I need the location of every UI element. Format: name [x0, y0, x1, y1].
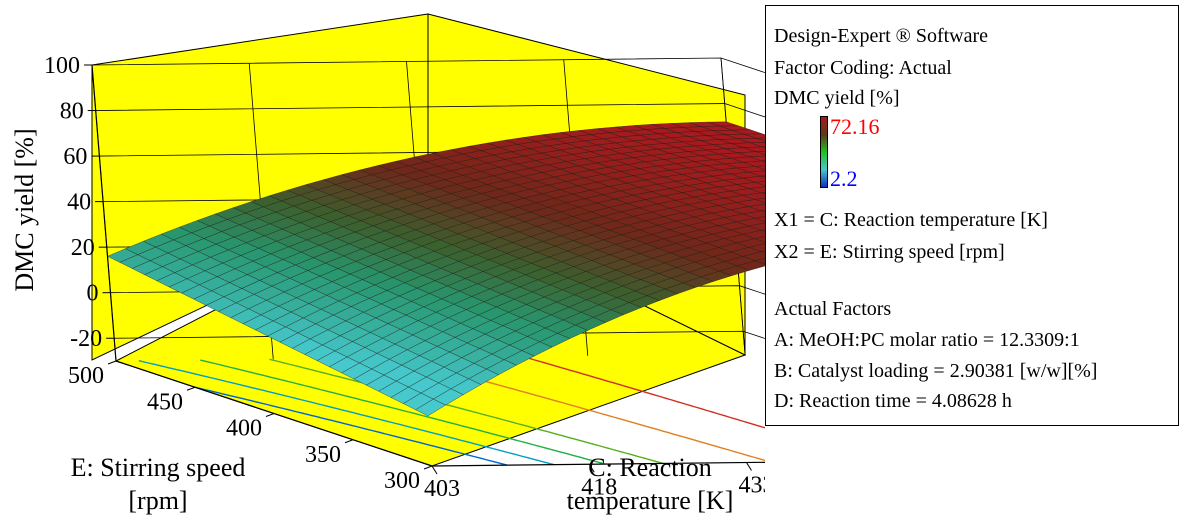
x-tick-mark — [588, 463, 595, 473]
floor-contour-line — [200, 359, 606, 465]
legend-software: Design-Expert ® Software — [774, 25, 989, 47]
x-tick-label: 418 — [581, 474, 617, 500]
z-tick-label: 20 — [71, 235, 95, 261]
y-tick-label: 350 — [305, 442, 341, 468]
y-axis-label-line1: E: Stirring speed — [71, 453, 246, 482]
z-axis-label: DMC yield [%] — [10, 128, 39, 291]
y-tick-mark — [186, 386, 196, 391]
legend-low-value: 2.2 — [830, 166, 858, 191]
z-tick-label: 80 — [60, 99, 84, 125]
floor-contour-line — [138, 360, 555, 466]
x-tick-mark — [746, 462, 752, 471]
legend-high-value: 72.16 — [830, 114, 880, 139]
y-tick-mark — [265, 413, 275, 417]
floor-contour-line — [194, 386, 508, 466]
z-tick-label: 60 — [63, 144, 87, 170]
z-axis-ticks: 100 80 60 40 20 0 -20 — [44, 53, 115, 352]
z-tick-label: 0 — [86, 281, 98, 307]
x-tick-label: 403 — [424, 476, 460, 502]
y-tick-mark — [423, 465, 433, 470]
floor-contour-line — [269, 358, 664, 465]
legend-factor-a: A: MeOH:PC molar ratio = 12.3309:1 — [774, 329, 1080, 351]
x-axis-label-line2: temperature [K] — [567, 486, 734, 515]
legend-factor-d: D: Reaction time = 4.08628 h — [774, 390, 1012, 412]
legend-coding: Factor Coding: Actual — [774, 57, 952, 79]
z-tick-label: 100 — [44, 53, 80, 79]
legend-x2: X2 = E: Stirring speed [rpm] — [774, 241, 1005, 263]
surface-cell — [415, 398, 446, 417]
legend-panel: Design-Expert ® Software Factor Coding: … — [765, 5, 1179, 426]
y-tick-label: 450 — [147, 389, 183, 415]
z-tick-label: 40 — [67, 190, 91, 216]
y-tick-label: 300 — [384, 468, 420, 494]
legend-response: DMC yield [%] — [774, 87, 900, 109]
y-axis-ticks: 300 350 400 450 500 — [68, 360, 433, 494]
y-tick-mark — [344, 439, 354, 444]
z-axis-line — [91, 64, 117, 362]
y-tick-mark — [107, 360, 117, 365]
y-tick-label: 500 — [68, 363, 104, 389]
y-axis-label-line2: [rpm] — [128, 486, 187, 515]
x-axis-label-line1: C: Reaction — [588, 453, 711, 482]
legend-factor-b: B: Catalyst loading = 2.90381 [w/w][%] — [774, 360, 1098, 382]
legend-actual-factors-title: Actual Factors — [774, 298, 892, 320]
x-tick-mark — [431, 465, 438, 475]
y-tick-label: 400 — [226, 416, 262, 442]
legend-x1: X1 = C: Reaction temperature [K] — [774, 209, 1048, 231]
color-scale-bar — [820, 116, 828, 188]
x-tick-label: 433 — [739, 473, 766, 499]
z-tick-label: -20 — [70, 326, 102, 352]
